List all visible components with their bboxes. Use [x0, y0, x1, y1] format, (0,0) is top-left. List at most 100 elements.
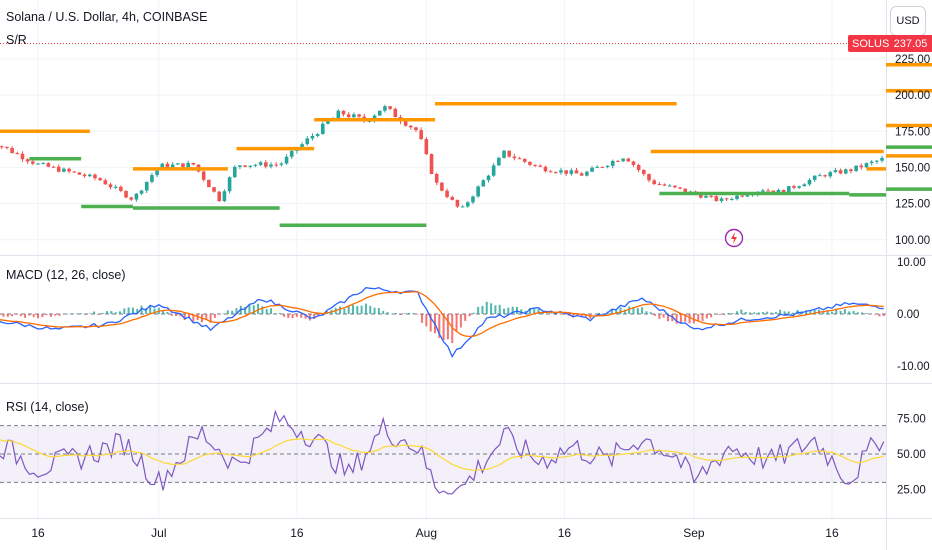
candle-body: [342, 111, 346, 115]
candle-body: [176, 163, 180, 164]
candle-body: [78, 172, 82, 174]
candle-body: [88, 175, 92, 177]
candle-body: [585, 172, 589, 176]
macd-histogram-bar: [857, 312, 859, 314]
candle-body: [740, 196, 744, 197]
candle-body: [326, 121, 330, 123]
macd-histogram-bar: [766, 312, 768, 314]
macd-histogram-bar: [296, 314, 298, 317]
macd-histogram-bar: [365, 304, 367, 314]
candle-body: [202, 172, 206, 180]
candle-body: [549, 171, 553, 172]
candle-body: [709, 196, 713, 197]
candle-body: [678, 187, 682, 188]
candle-body: [492, 165, 496, 175]
macd-histogram-bar: [486, 302, 488, 314]
candle-body: [683, 189, 687, 193]
candle-body: [192, 163, 196, 165]
candle-body: [797, 186, 801, 188]
macd-histogram-bar: [7, 314, 9, 317]
macd-histogram-bar: [447, 314, 449, 339]
time-tick-label: Sep: [683, 526, 705, 540]
candle-body: [243, 165, 247, 167]
macd-histogram-bar: [792, 313, 794, 314]
macd-histogram-bar: [494, 305, 496, 314]
candle-body: [870, 162, 874, 163]
candle-body: [461, 206, 465, 207]
macd-label[interactable]: MACD (12, 26, close): [6, 268, 125, 282]
candle-body: [290, 151, 294, 157]
candle-body: [642, 170, 646, 174]
candle-body: [83, 175, 87, 176]
macd-histogram-bar: [339, 307, 341, 314]
candle-body: [575, 170, 579, 173]
time-tick-label: 16: [558, 526, 572, 540]
candle-body: [31, 161, 35, 163]
macd-histogram-bar: [46, 314, 48, 315]
macd-histogram-bar: [80, 313, 82, 314]
candle-body: [839, 170, 843, 173]
candle-body: [135, 194, 139, 200]
candle-body: [425, 139, 429, 154]
candle-body: [450, 197, 454, 200]
candle-body: [119, 187, 123, 191]
candle-body: [668, 186, 672, 187]
candle-body: [98, 178, 102, 180]
candle-body: [761, 190, 765, 191]
candle-body: [285, 157, 289, 164]
rsi-tick-label: 25.00: [897, 485, 926, 497]
macd-histogram-bar: [602, 314, 604, 315]
candle-body: [104, 180, 108, 184]
macd-histogram-bar: [499, 305, 501, 314]
macd-histogram-bar: [421, 314, 423, 323]
candle-body: [523, 159, 527, 162]
candle-body: [658, 184, 662, 185]
macd-histogram-bar: [689, 314, 691, 323]
price-tick-label: 150.00: [895, 162, 930, 174]
candle-body: [637, 165, 641, 170]
candle-body: [715, 196, 719, 201]
macd-histogram-bar: [732, 313, 734, 314]
macd-histogram-bar: [76, 313, 78, 314]
macd-histogram-bar: [663, 314, 665, 318]
macd-histogram-bar: [775, 312, 777, 314]
time-tick-label: 16: [290, 526, 304, 540]
candle-body: [52, 167, 56, 168]
macd-histogram-bar: [287, 314, 289, 318]
macd-histogram-bar: [59, 314, 61, 316]
candle-body: [114, 187, 118, 188]
candle-body: [803, 184, 807, 186]
candle-body: [435, 174, 439, 183]
macd-histogram-bar: [443, 314, 445, 340]
macd-histogram-bar: [33, 314, 35, 317]
candle-body: [305, 138, 309, 144]
candle-body: [487, 176, 491, 180]
macd-histogram-bar: [171, 314, 173, 316]
candle-body: [186, 163, 190, 167]
candle-body: [544, 167, 548, 171]
macd-histogram-bar: [128, 307, 130, 314]
macd-histogram-bar: [865, 313, 867, 314]
macd-histogram-bar: [292, 314, 294, 318]
candle-body: [233, 167, 237, 177]
macd-histogram-bar: [37, 314, 39, 318]
rsi-label[interactable]: RSI (14, close): [6, 400, 89, 414]
sr-indicator-label[interactable]: S/R: [6, 33, 27, 47]
macd-histogram-bar: [706, 314, 708, 318]
candle-body: [124, 191, 128, 197]
candle-body: [274, 165, 278, 166]
currency-button[interactable]: USD: [890, 6, 926, 36]
candle-body: [834, 170, 838, 172]
candle-body: [606, 166, 610, 167]
macd-histogram-bar: [63, 314, 65, 315]
flash-icon[interactable]: [724, 228, 744, 248]
candle-body: [41, 163, 45, 164]
macd-histogram-bar: [93, 312, 95, 314]
macd-histogram-bar: [387, 312, 389, 314]
macd-histogram-bar: [702, 314, 704, 321]
candle-body: [880, 158, 884, 161]
candle-body: [337, 111, 341, 118]
candle-body: [269, 165, 273, 167]
macd-histogram-bar: [714, 314, 716, 315]
candle-body: [860, 166, 864, 168]
